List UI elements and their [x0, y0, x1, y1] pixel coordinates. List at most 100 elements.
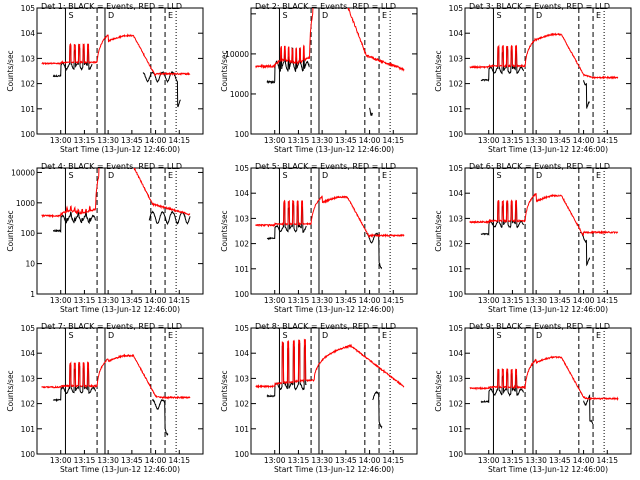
x-tick-label: 14:00 — [573, 456, 595, 465]
marker-label: S — [68, 11, 73, 20]
marker-label: D — [536, 331, 542, 340]
y-tick-label: 100 — [449, 290, 464, 299]
marker-label: D — [536, 11, 542, 20]
detector-panel-1: Det 1: BLACK = Events, RED = LLD 100 101 10… — [6, 2, 204, 154]
y-tick-label: 105 — [235, 164, 250, 173]
x-tick-label: 13:00 — [264, 136, 286, 145]
x-axis-label: Start Time (13-Jun-12 12:46:00) — [488, 305, 608, 314]
x-tick-label: 13:00 — [50, 296, 72, 305]
y-tick-label: 104 — [449, 349, 464, 358]
x-tick-label: 13:30 — [97, 136, 119, 145]
plot-frame — [464, 7, 632, 135]
y-tick-label: 101 — [449, 265, 464, 274]
x-tick-label: 13:45 — [335, 136, 357, 145]
y-tick-label: 105 — [449, 4, 464, 13]
marker-label: S — [282, 171, 287, 180]
marker-label: S — [282, 11, 287, 20]
x-tick-label: 14:00 — [359, 296, 381, 305]
lld-series-line — [255, 195, 405, 239]
plot-frame — [464, 167, 632, 295]
x-axis-label: Start Time (13-Jun-12 12:46:00) — [60, 145, 180, 154]
x-tick-label: 13:45 — [121, 456, 143, 465]
plot-frame — [36, 167, 204, 295]
y-axis-label: Counts/sec — [220, 370, 229, 411]
y-tick-label: 100 — [21, 229, 36, 238]
x-tick-label: 13:15 — [74, 456, 96, 465]
y-axis-label: Counts/sec — [6, 370, 15, 411]
y-tick-label: 101 — [21, 105, 36, 114]
lld-series-line — [469, 193, 619, 237]
y-tick-label: 105 — [449, 164, 464, 173]
x-tick-label: 14:15 — [168, 456, 190, 465]
y-tick-label: 101 — [235, 425, 250, 434]
marker-label: D — [536, 171, 542, 180]
x-tick-label: 13:30 — [525, 296, 547, 305]
y-tick-label: 100 — [21, 450, 36, 459]
x-tick-label: 13:45 — [549, 296, 571, 305]
x-tick-label: 13:15 — [74, 136, 96, 145]
y-tick-label: 100 — [449, 130, 464, 139]
y-tick-label: 104 — [235, 189, 250, 198]
y-tick-label: 102 — [449, 80, 464, 89]
y-tick-label: 10000 — [11, 168, 35, 177]
x-tick-label: 13:00 — [50, 136, 72, 145]
x-tick-label: 14:00 — [573, 136, 595, 145]
y-tick-label: 102 — [21, 400, 36, 409]
events-series-line — [52, 210, 96, 234]
events-series-line — [266, 202, 307, 241]
y-axis-label: Counts/sec — [434, 210, 443, 251]
y-tick-label: 103 — [21, 54, 36, 63]
marker-label: E — [382, 11, 387, 20]
events-series-line — [151, 398, 169, 436]
plot-frame — [36, 327, 204, 455]
marker-label: E — [382, 171, 387, 180]
y-tick-label: 1 — [30, 290, 35, 299]
x-axis-label: Start Time (13-Jun-12 12:46:00) — [274, 305, 394, 314]
panel-title: Det 6: BLACK = Events, RED = LLD — [469, 162, 610, 171]
x-tick-label: 14:15 — [382, 296, 404, 305]
x-tick-label: 14:00 — [145, 296, 167, 305]
x-tick-label: 14:15 — [382, 456, 404, 465]
x-tick-label: 13:45 — [335, 296, 357, 305]
y-axis-label: Counts/sec — [434, 370, 443, 411]
events-series-line — [372, 390, 383, 429]
events-series-line — [148, 210, 191, 226]
y-tick-label: 100 — [235, 290, 250, 299]
detector-panel-8: Det 8: BLACK = Events, RED = LLD 100 101 10… — [220, 322, 418, 474]
x-tick-label: 13:45 — [121, 136, 143, 145]
x-tick-label: 14:00 — [573, 296, 595, 305]
marker-label: E — [168, 171, 173, 180]
x-axis-label: Start Time (13-Jun-12 12:46:00) — [488, 145, 608, 154]
y-tick-label: 100 — [235, 130, 250, 139]
events-series-line — [52, 44, 93, 78]
y-tick-label: 101 — [449, 425, 464, 434]
marker-label: D — [322, 331, 328, 340]
x-tick-label: 13:00 — [478, 456, 500, 465]
y-axis-label: Counts/sec — [220, 210, 229, 251]
x-tick-label: 14:00 — [145, 456, 167, 465]
y-tick-label: 102 — [235, 400, 250, 409]
y-tick-label: 103 — [235, 214, 250, 223]
x-tick-label: 13:15 — [502, 296, 524, 305]
marker-label: D — [108, 11, 114, 20]
y-tick-label: 103 — [21, 374, 36, 383]
lld-series-line — [469, 32, 619, 80]
marker-label: S — [68, 331, 73, 340]
panel-title: Det 8: BLACK = Events, RED = LLD — [255, 322, 396, 331]
x-tick-label: 13:30 — [311, 456, 333, 465]
plot-frame — [250, 7, 418, 135]
events-series-line — [142, 71, 181, 108]
x-tick-label: 13:30 — [97, 456, 119, 465]
x-tick-label: 13:15 — [288, 456, 310, 465]
lld-series-line — [469, 355, 619, 402]
x-tick-label: 14:15 — [382, 136, 404, 145]
y-axis-label: Counts/sec — [6, 210, 15, 251]
y-tick-label: 104 — [21, 29, 36, 38]
lld-series-line — [255, 8, 405, 72]
x-tick-label: 14:15 — [168, 136, 190, 145]
events-series-line — [266, 341, 307, 398]
y-axis-label: Counts/sec — [6, 50, 15, 91]
plot-frame — [250, 327, 418, 455]
detector-panel-3: Det 3: BLACK = Events, RED = LLD 100 101 10… — [434, 2, 632, 154]
x-tick-label: 14:00 — [359, 136, 381, 145]
